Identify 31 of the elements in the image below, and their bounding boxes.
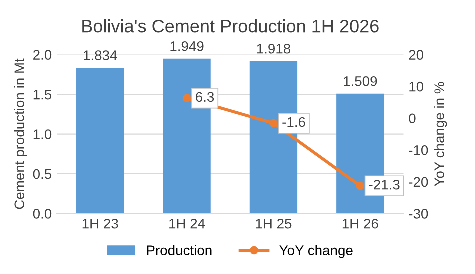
y-tick-label: 0.0 [33,209,52,219]
data-label: -21.3 [369,180,400,190]
bar [76,68,124,214]
y-axis-title: Cement production in Mt [14,58,28,210]
y2-tick-label: 20 [409,50,424,60]
y-tick-label: 1.0 [34,130,52,140]
point [182,94,192,103]
point [356,182,365,190]
x-tick-label: 1H 24 [170,218,206,229]
y-tick-label: 2.0 [34,50,52,60]
legend-label: YoY change [280,245,353,258]
x-tick-label: 1H 23 [82,218,118,229]
y2-tick-label: 0 [409,114,416,124]
data-label: -1.6 [282,117,306,128]
x-tick-label: 1H 25 [256,218,292,229]
legend-label: Production [147,245,212,256]
y2-tick-label: -30 [409,209,428,219]
data-label: 1.918 [257,44,290,54]
y2-tick-label: 10 [410,82,424,92]
data-label: 1.509 [344,76,378,86]
y2-tick-label: -20 [409,177,428,188]
y2-axis-title: YoY change in % [434,82,448,186]
x-tick-label: 1H 26 [342,218,378,229]
point [270,119,278,128]
data-label: 6.3 [196,92,214,102]
y2-tick-label: -10 [409,145,428,156]
data-label: 1.949 [170,42,204,52]
y-tick-label: 0.5 [33,169,52,180]
data-label: 1.834 [84,50,118,60]
y-tick-label: 1.5 [34,90,52,100]
chart-title: Bolivia's Cement Production 1H 2026 [82,19,379,33]
